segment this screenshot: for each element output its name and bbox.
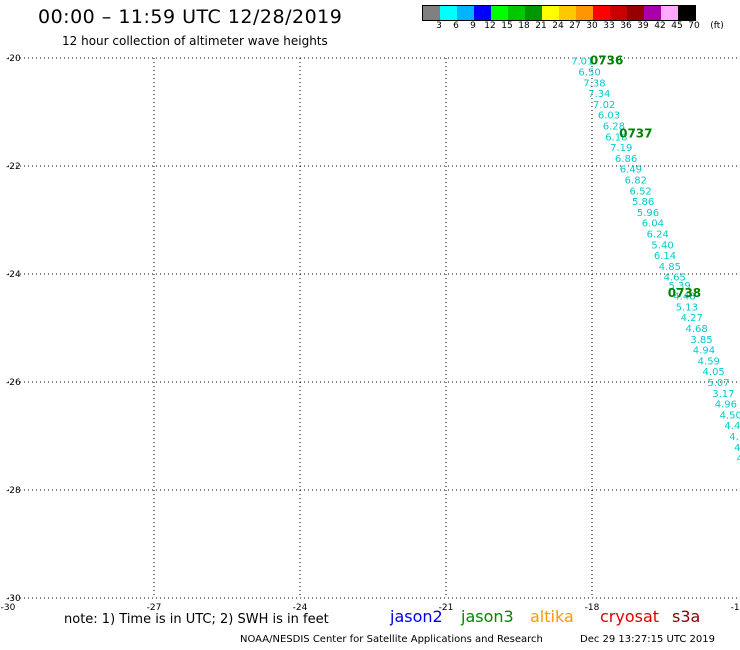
- wave-height-value: 6.50: [578, 68, 600, 79]
- wave-height-value: 5.96: [637, 208, 659, 219]
- wave-height-value: 7.01: [571, 57, 593, 68]
- color-swatch: [440, 6, 457, 20]
- wave-height-value: 6.24: [647, 230, 669, 241]
- y-tick-label: -24: [6, 270, 21, 280]
- y-tick-label: -30: [6, 594, 21, 604]
- wave-height-value: 3.85: [690, 335, 712, 346]
- wave-height-value: 7.19: [610, 143, 632, 154]
- y-tick-label: -22: [6, 162, 21, 172]
- wave-height-value: 4.24: [734, 443, 740, 454]
- wave-height-value: 4.05: [703, 367, 725, 378]
- color-swatch: [542, 6, 559, 20]
- wave-height-value: 4.59: [698, 356, 720, 367]
- color-swatch: [508, 6, 525, 20]
- chart-subtitle: 12 hour collection of altimeter wave hei…: [62, 34, 328, 48]
- color-scale-label: 36: [620, 21, 632, 31]
- wave-height-value: 4.48: [673, 292, 695, 303]
- color-scale-label: 70: [688, 21, 700, 31]
- wave-height-value: 7.34: [588, 89, 610, 100]
- color-swatch: [678, 6, 695, 20]
- wave-height-value: 5.86: [632, 197, 654, 208]
- wave-height-value: 4.68: [686, 324, 708, 335]
- x-tick-label: -21: [439, 603, 454, 613]
- x-tick-label: -24: [293, 603, 308, 613]
- wave-height-value: 6.03: [598, 111, 620, 122]
- satellite-legend-s3a: s3a: [672, 607, 701, 626]
- wave-height-value: 3.17: [712, 389, 734, 400]
- chart-title: 00:00 – 11:59 UTC 12/28/2019: [38, 6, 343, 28]
- color-scale-label: 45: [671, 21, 683, 31]
- y-tick-label: -26: [6, 378, 21, 388]
- wave-height-value: 4.94: [693, 346, 715, 357]
- wave-height-value: 5.07: [707, 378, 729, 389]
- color-swatch: [661, 6, 678, 20]
- color-swatch: [474, 6, 491, 20]
- wave-height-value: 6.49: [620, 165, 642, 176]
- wave-height-value: 4.68: [737, 454, 740, 465]
- wave-height-value: 5.40: [651, 240, 673, 251]
- color-scale-label: 21: [535, 21, 547, 31]
- wave-height-value: 4.16: [729, 432, 740, 443]
- wave-height-value: 7.02: [593, 100, 615, 111]
- color-scale-bar: [422, 5, 696, 21]
- wave-height-value: 6.82: [625, 176, 647, 187]
- wave-height-value: 6.04: [642, 219, 664, 230]
- y-tick-label: -28: [6, 486, 21, 496]
- pass-time-label: 0738: [668, 286, 701, 300]
- color-scale-label: 27: [569, 21, 581, 31]
- wave-height-value: 6.86: [615, 154, 637, 165]
- color-swatch: [644, 6, 661, 20]
- wave-height-value: 6.52: [630, 186, 652, 197]
- wave-height-value: 4.40: [724, 421, 740, 432]
- satellite-legend-jason3: jason3: [461, 607, 514, 626]
- color-scale-label: 15: [501, 21, 513, 31]
- color-scale-label: 9: [470, 21, 476, 31]
- color-scale-label: 33: [603, 21, 615, 31]
- color-scale-label: 12: [484, 21, 496, 31]
- pass-time-label: 0737: [619, 127, 652, 141]
- wave-height-value: 6.28: [603, 122, 625, 133]
- color-scale-label: 42: [654, 21, 666, 31]
- y-tick-label: -20: [6, 54, 21, 64]
- wave-height-value: 4.85: [659, 262, 681, 273]
- x-tick-label: -27: [147, 603, 162, 613]
- color-swatch: [525, 6, 542, 20]
- generated-timestamp: Dec 29 13:27:15 UTC 2019: [580, 634, 715, 645]
- color-swatch: [423, 6, 440, 20]
- color-swatch: [576, 6, 593, 20]
- credit-text: NOAA/NESDIS Center for Satellite Applica…: [240, 634, 543, 645]
- wave-height-value: 4.27: [681, 313, 703, 324]
- satellite-legend-cryosat: cryosat: [600, 607, 660, 626]
- color-swatch: [457, 6, 474, 20]
- color-scale-label: 6: [453, 21, 459, 31]
- wave-height-value: 6.18: [605, 132, 627, 143]
- pass-time-label: 0736: [590, 54, 623, 68]
- color-swatch: [559, 6, 576, 20]
- color-scale-label: 39: [637, 21, 649, 31]
- color-scale-label: 24: [552, 21, 564, 31]
- color-swatch: [593, 6, 610, 20]
- satellite-legend-jason2: jason2: [390, 607, 443, 626]
- x-tick-label: -15: [731, 603, 740, 613]
- color-scale-label: (ft): [710, 21, 724, 31]
- wave-height-value: 5.13: [676, 302, 698, 313]
- satellite-legend-altika: altika: [530, 607, 574, 626]
- wave-height-value: 4.50: [720, 410, 740, 421]
- units-note: note: 1) Time is in UTC; 2) SWH is in fe…: [64, 612, 329, 627]
- wave-height-value: 6.14: [654, 251, 676, 262]
- wave-height-value: 4.96: [715, 400, 737, 411]
- wave-height-value: 5.39: [668, 281, 690, 292]
- color-scale-labels: 3 6 9 12 15 18 21 24 27 30 33 36 39 42 45 70 (ft): [422, 21, 740, 33]
- color-scale-label: 18: [518, 21, 530, 31]
- color-swatch: [627, 6, 644, 20]
- color-scale-label: 3: [436, 21, 442, 31]
- color-scale-label: 30: [586, 21, 598, 31]
- color-swatch: [491, 6, 508, 20]
- x-tick-label: -30: [1, 603, 16, 613]
- wave-height-value: 4.65: [664, 273, 686, 284]
- x-tick-label: -18: [585, 603, 600, 613]
- wave-height-value: 7.38: [583, 78, 605, 89]
- color-swatch: [610, 6, 627, 20]
